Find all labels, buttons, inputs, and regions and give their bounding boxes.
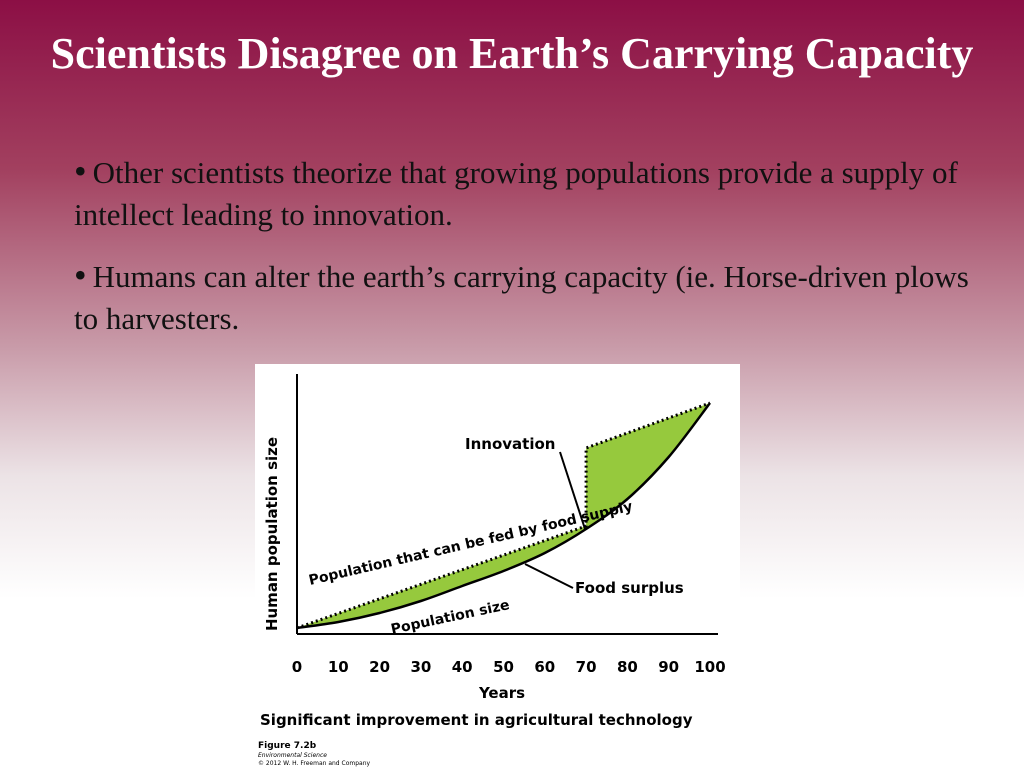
bullet-text: Other scientists theorize that growing p… <box>74 155 958 232</box>
x-tick-label: 70 <box>576 658 597 676</box>
figure-label: Figure 7.2b <box>258 741 317 751</box>
plot-layer: 0 10 20 30 40 50 60 70 80 90 100 <box>292 374 726 676</box>
figure-container: 0 10 20 30 40 50 60 70 80 90 100 Human population … <box>255 364 740 768</box>
population-line <box>296 402 711 630</box>
figure-source-book: Environmental Science <box>258 752 327 759</box>
innovation-pointer <box>559 451 586 530</box>
food-surplus-area <box>297 403 710 628</box>
bullet-item: • Humans can alter the earth’s carrying c… <box>74 254 974 340</box>
x-tick-label: 50 <box>493 658 514 676</box>
annotation-food-surplus: Food surplus <box>575 579 684 597</box>
x-tick-label: 20 <box>369 658 390 676</box>
bullet-marker: • <box>74 151 87 191</box>
food-supply-line <box>296 401 711 630</box>
x-tick-label: 40 <box>452 658 473 676</box>
x-axis-label: Years <box>478 684 525 702</box>
bullet-list: • Other scientists theorize that growing … <box>74 150 974 358</box>
x-tick-label: 60 <box>534 658 555 676</box>
x-tick-label: 30 <box>410 658 431 676</box>
x-tick-label: 80 <box>617 658 638 676</box>
carrying-capacity-chart: 0 10 20 30 40 50 60 70 80 90 100 Human population … <box>258 374 726 767</box>
x-tick-label: 100 <box>694 658 725 676</box>
x-tick-label: 0 <box>292 658 302 676</box>
figure-source-copyright: © 2012 W. H. Freeman and Company <box>258 760 371 767</box>
bullet-item: • Other scientists theorize that growing … <box>74 150 974 236</box>
annotation-innovation: Innovation <box>465 435 555 453</box>
slide-title: Scientists Disagree on Earth’s Carrying … <box>50 29 974 78</box>
y-axis-label: Human population size <box>263 437 281 631</box>
x-tick-label: 10 <box>328 658 349 676</box>
bullet-marker: • <box>74 255 87 295</box>
bullet-text: Humans can alter the earth’s carrying ca… <box>74 259 969 336</box>
food-surplus-pointer <box>524 563 574 589</box>
figure-caption: Significant improvement in agricultural … <box>260 711 693 729</box>
x-tick-label: 90 <box>658 658 679 676</box>
